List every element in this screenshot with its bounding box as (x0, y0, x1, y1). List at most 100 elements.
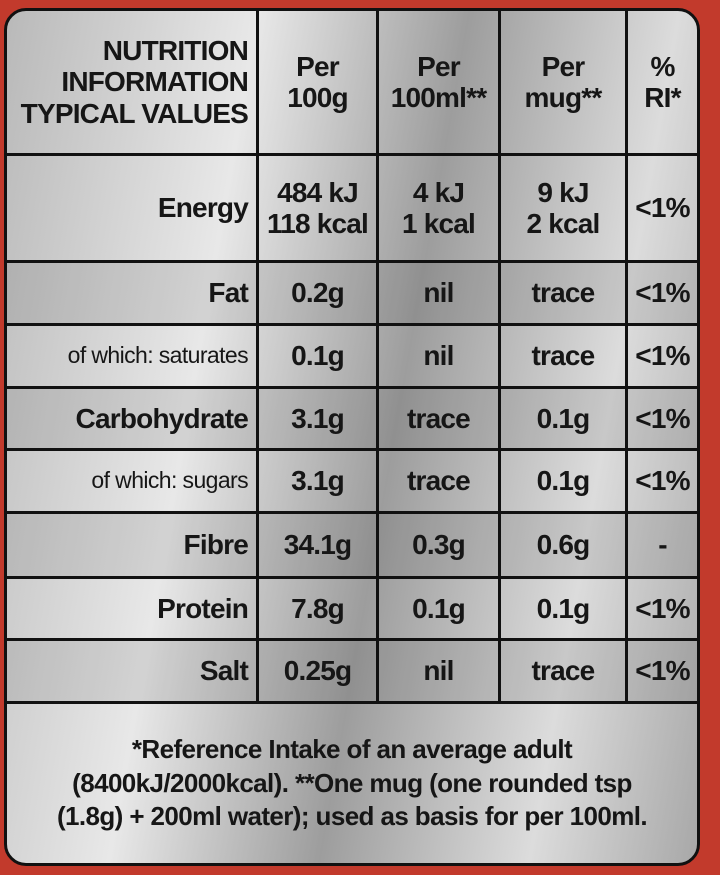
value-cell: 484 kJ 118 kcal (259, 156, 379, 263)
cell-text: 3.1g (291, 402, 345, 434)
cell-text: trace (531, 277, 596, 309)
nutrition-label: NUTRITION INFORMATION TYPICAL VALUES Per 100… (4, 8, 700, 866)
value-cell: trace (379, 451, 501, 514)
row-label: of which: saturates (7, 326, 259, 389)
value-cell: nil (379, 263, 501, 326)
header-cell: Per mug** (501, 11, 628, 156)
cell-text: trace (531, 655, 596, 687)
header-cell: Per 100ml** (379, 11, 501, 156)
cell-text: NUTRITION (102, 34, 249, 66)
cell-text: INFORMATION (61, 66, 248, 98)
cell-text: Carbohydrate (75, 402, 249, 434)
cell-text: 0.1g (291, 340, 345, 372)
value-cell: 4 kJ 1 kcal (379, 156, 501, 263)
value-cell: <1% (628, 641, 697, 704)
cell-text: Per (541, 50, 586, 82)
value-cell: 0.6g (501, 514, 628, 579)
cell-text: - (658, 529, 667, 561)
value-cell: 3.1g (259, 451, 379, 514)
value-cell: <1% (628, 326, 697, 389)
cell-text: *Reference Intake of an average adult (131, 733, 573, 764)
header-cell: % RI* (628, 11, 697, 156)
value-cell: 0.25g (259, 641, 379, 704)
cell-text: 0.2g (291, 277, 345, 309)
cell-text: 0.1g (412, 592, 466, 624)
cell-text: Protein (157, 592, 249, 624)
cell-text: Per (296, 50, 340, 82)
cell-text: 0.1g (536, 465, 591, 497)
cell-text: <1% (635, 655, 690, 687)
cell-text: 7.8g (291, 592, 345, 624)
cell-text: 2 kcal (526, 208, 600, 239)
cell-text: 9 kJ (537, 176, 589, 208)
cell-text: 118 kcal (266, 208, 369, 239)
cell-text: TYPICAL VALUES (20, 97, 249, 129)
cell-text: 0.1g (536, 402, 591, 434)
cell-text: trace (531, 340, 596, 372)
row-label: Protein (7, 579, 259, 641)
cell-text: nil (423, 655, 454, 687)
cell-text: trace (407, 465, 471, 497)
cell-text: RI* (644, 82, 681, 113)
cell-text: 4 kJ (412, 176, 465, 208)
value-cell: trace (501, 641, 628, 704)
cell-text: <1% (635, 465, 690, 497)
value-cell: trace (379, 389, 501, 451)
cell-text: of which: saturates (67, 342, 249, 369)
row-label: Carbohydrate (7, 389, 259, 451)
footnote: *Reference Intake of an average adult (84… (7, 704, 697, 863)
value-cell: 0.1g (501, 389, 628, 451)
cell-text: 0.25g (283, 655, 352, 687)
cell-text: 0.6g (536, 529, 591, 561)
row-label: Fibre (7, 514, 259, 579)
value-cell: 0.1g (501, 451, 628, 514)
cell-text: <1% (635, 192, 690, 224)
cell-text: (1.8g) + 200ml water); used as basis for… (56, 801, 648, 832)
cell-text: 100g (287, 82, 348, 113)
value-cell: 0.3g (379, 514, 501, 579)
row-label: Energy (7, 156, 259, 263)
row-label: of which: sugars (7, 451, 259, 514)
cell-text: 0.1g (536, 592, 591, 624)
cell-text: (8400kJ/2000kcal). **One mug (one rounde… (72, 767, 632, 798)
cell-text: 34.1g (283, 529, 352, 561)
value-cell: <1% (628, 579, 697, 641)
cell-text: Per (417, 50, 461, 82)
row-label: Salt (7, 641, 259, 704)
cell-text: 0.3g (412, 529, 466, 561)
row-label: Fat (7, 263, 259, 326)
value-cell: <1% (628, 389, 697, 451)
cell-text: nil (423, 340, 454, 372)
value-cell: <1% (628, 263, 697, 326)
cell-text: Fat (208, 277, 248, 309)
value-cell: trace (501, 326, 628, 389)
value-cell: 0.1g (379, 579, 501, 641)
cell-text: 1 kcal (401, 208, 476, 239)
header-cell: NUTRITION INFORMATION TYPICAL VALUES (7, 11, 259, 156)
value-cell: 9 kJ 2 kcal (501, 156, 628, 263)
cell-text: trace (407, 402, 471, 434)
value-cell: 0.2g (259, 263, 379, 326)
header-cell: Per 100g (259, 11, 379, 156)
cell-text: of which: sugars (91, 467, 248, 494)
value-cell: 3.1g (259, 389, 379, 451)
cell-text: nil (423, 277, 454, 309)
value-cell: 34.1g (259, 514, 379, 579)
cell-text: 484 kJ (277, 176, 359, 208)
value-cell: trace (501, 263, 628, 326)
value-cell: 0.1g (501, 579, 628, 641)
value-cell: <1% (628, 156, 697, 263)
value-cell: nil (379, 326, 501, 389)
value-cell: 0.1g (259, 326, 379, 389)
cell-text: Fibre (183, 529, 249, 561)
cell-text: <1% (635, 277, 690, 309)
cell-text: Salt (199, 655, 249, 687)
value-cell: <1% (628, 451, 697, 514)
value-cell: - (628, 514, 697, 579)
value-cell: nil (379, 641, 501, 704)
cell-text: 3.1g (291, 465, 345, 497)
cell-text: <1% (635, 592, 690, 624)
value-cell: 7.8g (259, 579, 379, 641)
cell-text: <1% (635, 340, 690, 372)
